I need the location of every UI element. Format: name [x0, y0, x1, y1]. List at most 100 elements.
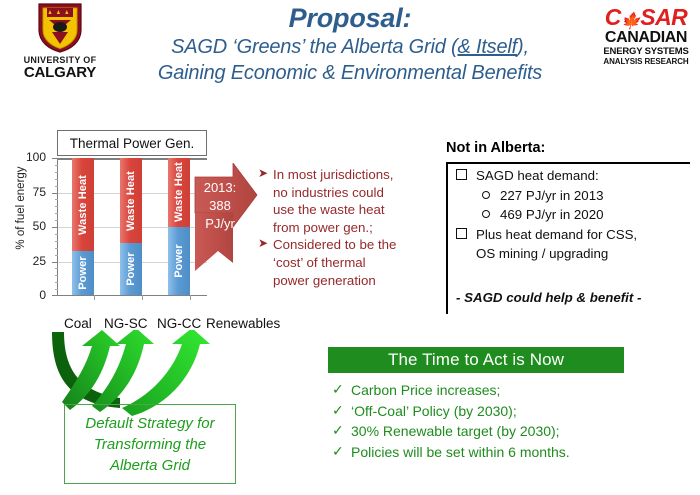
shield-crest-icon — [38, 3, 82, 53]
y-minor-tick — [54, 275, 58, 277]
na-sub-2-text: 469 PJ/yr in 2020 — [500, 207, 604, 222]
y-minor-tick — [54, 247, 58, 249]
y-major-tick-0 — [52, 295, 58, 297]
list-item: ✓ Carbon Price increases; — [332, 380, 692, 401]
bar-coal-waste-heat: Waste Heat — [72, 158, 94, 252]
bar-coal-power: Power — [72, 251, 94, 295]
y-minor-tick — [54, 199, 58, 201]
page-title: Proposal: — [288, 3, 412, 33]
arrowhead-bullet-icon: ➤ — [258, 166, 269, 180]
subtitle-line-1: SAGD ‘Greens’ the Alberta Grid (& Itself… — [110, 34, 590, 60]
uc-logo-line2: CALGARY — [23, 64, 97, 81]
subtitle-part-a: SAGD ‘Greens’ the Alberta Grid ( — [171, 36, 458, 58]
bar-ng-sc-waste-heat: Waste Heat — [120, 158, 142, 243]
y-minor-tick — [54, 185, 58, 187]
bar-label-power: Power — [173, 243, 185, 278]
list-item: 227 PJ/yr in 2013 — [456, 186, 696, 206]
check-item-4: Policies will be set within 6 months. — [351, 443, 570, 460]
not-in-alberta-footer: - SAGD could help & benefit - — [456, 290, 642, 305]
arrowhead-bullet-icon: ➤ — [258, 236, 269, 251]
callout-line-3: PJ/yr — [205, 216, 235, 231]
y-minor-tick — [54, 171, 58, 173]
note-1-line-3: use the waste heat — [273, 202, 385, 218]
chart-y-tick-labels: 100 75 50 25 0 — [8, 130, 46, 345]
y-minor-tick — [54, 220, 58, 222]
bar-ng-sc: Waste Heat Power — [120, 158, 142, 295]
y-minor-tick — [54, 213, 58, 215]
y-tick-25: 25 — [32, 253, 46, 268]
bar-label-waste-heat: Waste Heat — [125, 170, 137, 231]
circle-bullet-icon — [482, 210, 490, 218]
na-sub-1-text: 227 PJ/yr in 2013 — [500, 187, 604, 203]
subtitle-part-b: ), — [517, 36, 529, 58]
y-minor-tick — [54, 240, 58, 242]
x-label-ng-cc: NG-CC — [157, 316, 202, 331]
time-to-act-checklist: ✓ Carbon Price increases; ✓ ‘Off-Coal’ P… — [332, 380, 692, 462]
time-to-act-banner-label: The Time to Act is Now — [387, 350, 565, 369]
list-item: Plus heat demand for CSS, — [456, 225, 696, 245]
bar-label-power: Power — [125, 252, 137, 286]
callout-line-2: 388 — [209, 198, 231, 213]
note-1-line-1: In most jurisdictions, — [273, 167, 394, 182]
list-item: ✓ ‘Off-Coal’ Policy (by 2030); — [332, 401, 692, 422]
x-tick-mark — [190, 295, 192, 300]
university-of-calgary-logo: UNIVERSITY OF CALGARY — [12, 2, 108, 81]
bar-coal: Waste Heat Power — [72, 158, 94, 295]
y-major-tick-75 — [52, 192, 58, 194]
circle-bullet-icon — [482, 190, 490, 199]
x-tick-mark — [94, 295, 96, 300]
note-1-line-2: no industries could — [273, 184, 384, 200]
y-tick-50: 50 — [32, 219, 46, 233]
check-mark-icon: ✓ — [332, 442, 344, 459]
callout-arrow-2013: 2013: 388 PJ/yr — [193, 161, 259, 281]
not-in-alberta-title: Not in Alberta: — [446, 140, 546, 156]
list-item: ✓ 30% Renewable target (by 2030); — [332, 421, 692, 442]
bar-ng-cc-power: Power — [168, 226, 190, 295]
curved-up-arrow-group-icon — [52, 328, 210, 416]
waste-heat-notes-list: ➤ In most jurisdictions, no industries c… — [258, 166, 436, 289]
bar-ng-cc-waste-heat: Waste Heat — [168, 158, 190, 227]
cesar-line4: ANALYSIS RESEARCH — [603, 57, 689, 66]
transformation-arrows — [40, 328, 270, 430]
y-minor-tick — [54, 178, 58, 180]
note-2-line-1: Considered to be the — [273, 237, 397, 253]
na-row-2-continuation: OS mining / upgrading — [476, 246, 609, 261]
bar-label-waste-heat: Waste Heat — [77, 174, 89, 235]
note-2-line-3: power generation — [273, 272, 376, 288]
check-item-1: Carbon Price increases; — [351, 382, 501, 398]
note-2-line-2: ‘cost’ of thermal — [273, 254, 366, 270]
uc-logo-line1: UNIVERSITY OF — [23, 55, 97, 65]
y-major-tick-100 — [52, 158, 58, 160]
default-strategy-box: Default Strategy for Transforming the Al… — [64, 404, 236, 484]
subtitle-underlined: & Itself — [457, 36, 518, 58]
bar-label-power: Power — [77, 256, 89, 290]
y-tick-100: 100 — [25, 150, 46, 164]
default-strategy-line-1: Default Strategy for — [85, 414, 215, 432]
list-item: ➤ In most jurisdictions, no industries c… — [258, 166, 436, 236]
slide-title-block: Proposal: SAGD ‘Greens’ the Alberta Grid… — [110, 2, 590, 86]
x-label-renewables: Renewables — [206, 316, 281, 331]
y-major-tick-25 — [52, 261, 58, 263]
chart-plot-area: Waste Heat Power Waste Heat Power Waste … — [52, 158, 207, 300]
x-label-ng-sc: NG-SC — [104, 316, 148, 331]
square-bullet-icon — [456, 227, 467, 239]
callout-line-1: 2013: — [203, 180, 237, 195]
cesar-c-glyph: C — [604, 4, 622, 30]
check-mark-icon: ✓ — [332, 381, 344, 397]
note-1-line-4: from power gen.; — [273, 219, 373, 235]
y-major-tick-50 — [52, 227, 58, 229]
na-row-1-text: SAGD heat demand: — [476, 168, 599, 183]
y-minor-tick — [54, 289, 58, 291]
y-minor-tick — [54, 206, 58, 208]
y-tick-0: 0 — [39, 288, 46, 302]
chart-plot-title: Thermal Power Gen. — [57, 130, 207, 156]
cesar-esar-glyph: SAR — [640, 4, 688, 30]
list-item: ✓ Policies will be set within 6 months. — [332, 442, 692, 463]
bar-ng-sc-power: Power — [120, 243, 142, 295]
bar-label-waste-heat: Waste Heat — [173, 162, 185, 223]
y-minor-tick — [54, 164, 58, 166]
chart-x-axis-labels: Coal NG-SC NG-CC Renewables — [0, 316, 300, 334]
default-strategy-line-2: Transforming the — [93, 435, 207, 453]
na-row-2-text: Plus heat demand for CSS, — [476, 226, 638, 242]
check-mark-icon: ✓ — [332, 422, 344, 438]
